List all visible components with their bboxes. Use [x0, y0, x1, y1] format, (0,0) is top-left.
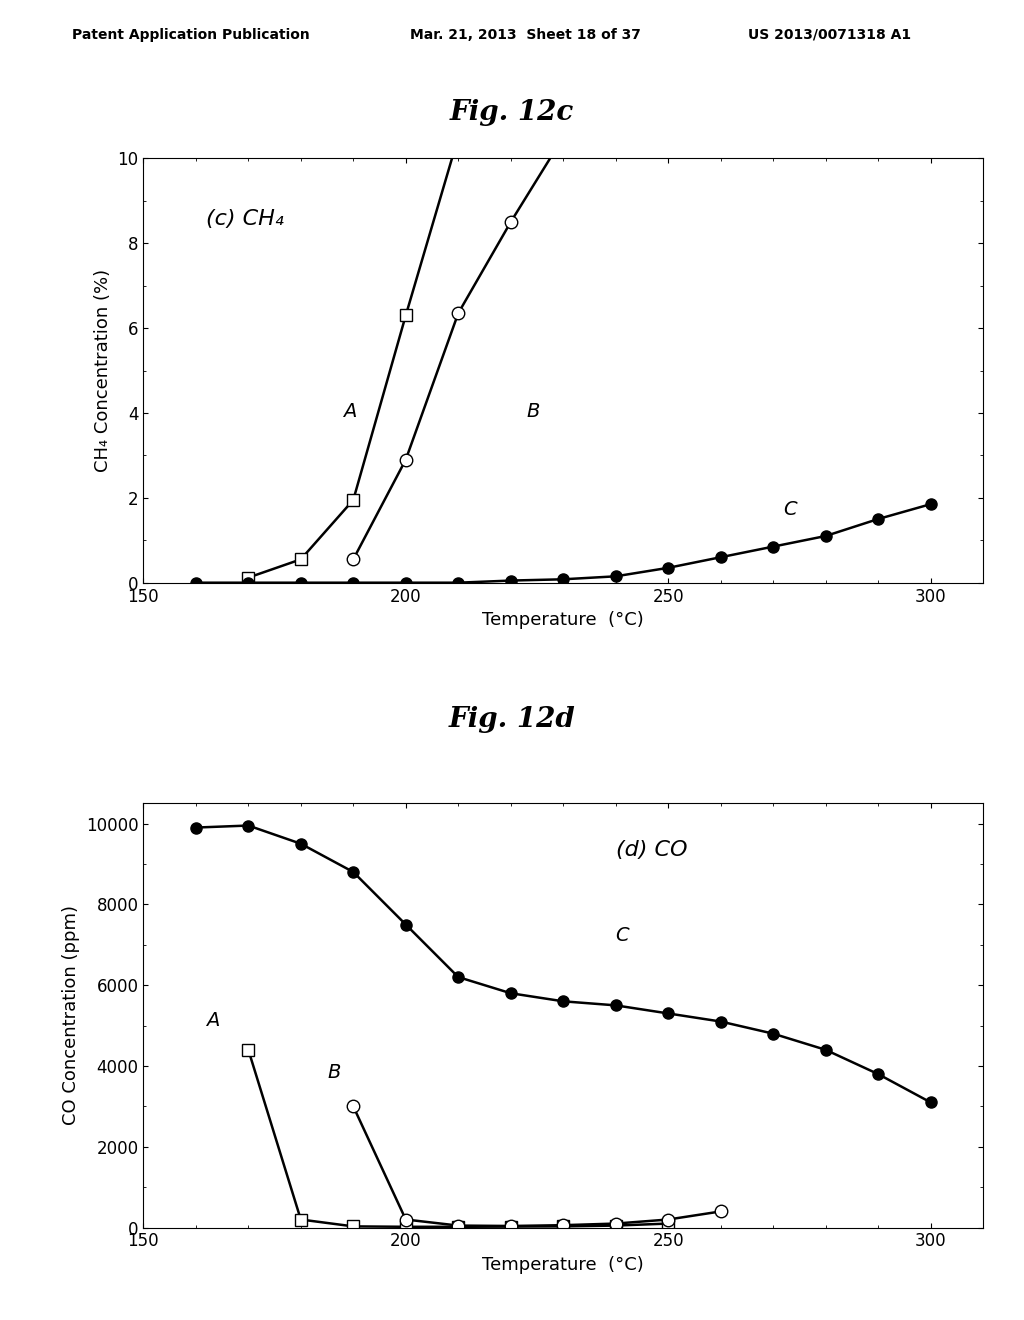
Y-axis label: CO Concentration (ppm): CO Concentration (ppm)	[62, 906, 80, 1126]
Y-axis label: CH₄ Concentration (%): CH₄ Concentration (%)	[94, 269, 112, 473]
Text: C: C	[615, 925, 630, 945]
Text: B: B	[526, 403, 540, 421]
Text: (c) CH₄: (c) CH₄	[207, 210, 284, 230]
X-axis label: Temperature  (°C): Temperature (°C)	[482, 1257, 644, 1274]
Text: Fig. 12c: Fig. 12c	[450, 99, 574, 125]
Text: C: C	[783, 500, 798, 519]
Text: B: B	[327, 1063, 340, 1082]
Text: A: A	[207, 1011, 220, 1030]
Text: US 2013/0071318 A1: US 2013/0071318 A1	[748, 28, 910, 42]
Text: Mar. 21, 2013  Sheet 18 of 37: Mar. 21, 2013 Sheet 18 of 37	[410, 28, 640, 42]
Text: Patent Application Publication: Patent Application Publication	[72, 28, 309, 42]
X-axis label: Temperature  (°C): Temperature (°C)	[482, 611, 644, 630]
Text: (d) CO: (d) CO	[615, 840, 687, 859]
Text: A: A	[343, 403, 356, 421]
Text: Fig. 12d: Fig. 12d	[449, 706, 575, 733]
